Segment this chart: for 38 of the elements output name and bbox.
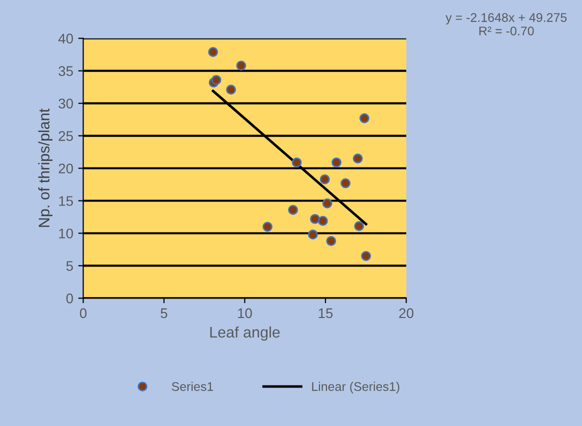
legend-label: Linear (Series1) [312,382,400,394]
point [352,154,363,164]
x-tick-label: 15 [318,308,333,318]
y-tick-label: 25 [58,131,73,141]
point [340,178,350,188]
x-tick-label: 10 [238,308,252,318]
y-tick-label: 20 [58,164,73,174]
y-tick-label: 40 [58,34,73,44]
y-tick-label: 10 [59,228,73,238]
y-tick-label: 0 [66,294,73,304]
y-tick-label: 15 [59,196,73,206]
x-tick-label: 0 [80,308,87,318]
point [226,84,236,95]
y-tick-label: 35 [58,66,73,76]
y-tick-label: 30 [58,98,73,108]
y-axis-title: Np. of thrips/plant [38,108,52,227]
point [236,60,246,71]
point [354,221,364,232]
point [361,250,371,261]
x-tick-label: 5 [160,308,168,318]
point [322,198,332,208]
point [292,157,302,168]
point [211,74,222,85]
point [308,230,318,240]
point [318,216,328,226]
legend-label: Series1 [172,382,214,391]
point [310,214,320,224]
text: y = -2.1648x + 49.275 R² = -0.70 [446,13,567,36]
point [288,204,298,215]
x-tick-label: 20 [399,308,414,318]
x-axis-title: Leaf angle [210,326,280,341]
point [326,236,336,246]
point [262,222,272,232]
point [208,47,218,57]
point [359,113,370,124]
y-tick-label: 5 [66,261,73,271]
point [331,157,342,168]
point [320,174,330,184]
